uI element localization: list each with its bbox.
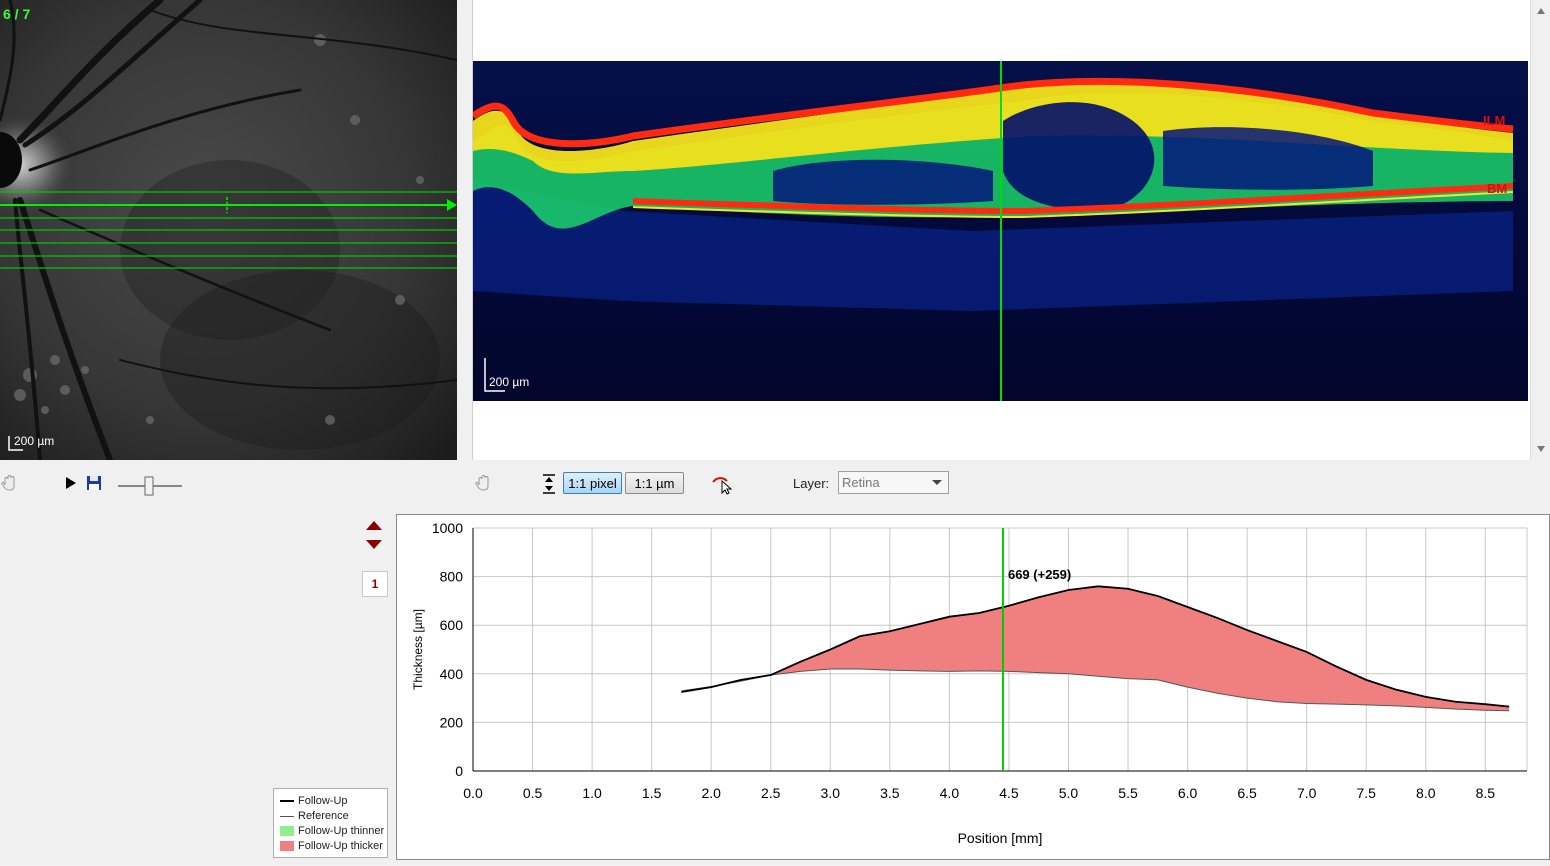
y-tick-label: 400: [440, 666, 464, 682]
x-tick-label: 4.5: [999, 785, 1019, 801]
bscan-graphic: ILM BM 200 µm: [473, 61, 1528, 401]
follow-up-line: [681, 585, 1510, 708]
page-number-button[interactable]: 1: [362, 571, 388, 597]
layer-select-value: Retina: [842, 475, 880, 490]
layer-edit-button[interactable]: [711, 473, 733, 495]
one-to-one-pixel-button[interactable]: 1:1 pixel: [563, 472, 622, 494]
slider-graphic: [118, 476, 182, 496]
chart-legend: Follow-Up Reference Follow-Up thinner Fo…: [273, 788, 388, 858]
chart-areas: [681, 586, 1510, 711]
y-tick-label: 800: [440, 569, 464, 585]
reference-line: [681, 668, 1510, 712]
chart-ticks: 0.0 0.5 1.0 1.5 2.0 2.5 3.0 3.5 4.0 4.5 5.0 5.5 6.0 6…: [432, 520, 1495, 801]
chart-lines: [681, 585, 1510, 712]
hand-icon: [1, 474, 15, 491]
fundus-graphic: [0, 0, 457, 460]
legend-label: Follow-Up thinner: [298, 825, 385, 837]
oct-bscan-image[interactable]: ILM BM 200 µm: [473, 61, 1528, 401]
thickness-chart-panel: 0.0 0.5 1.0 1.5 2.0 2.5 3.0 3.5 4.0 4.5 5.0 5.5 6.0 6…: [396, 514, 1550, 860]
chart-cursor: 669 (+259): [1001, 528, 1071, 771]
x-tick-label: 5.5: [1118, 785, 1138, 801]
hand-tool-right[interactable]: [474, 472, 494, 494]
arrow-down-icon: [366, 540, 382, 549]
x-axis-label: Position [mm]: [958, 830, 1043, 846]
thickness-chart: 0.0 0.5 1.0 1.5 2.0 2.5 3.0 3.5 4.0 4.5 5.0 5.5 6.0 6…: [411, 520, 1528, 846]
legend-swatch: [280, 815, 294, 817]
zoom-slider[interactable]: [116, 474, 184, 496]
hand-icon: [475, 474, 489, 491]
vertical-scrollbar[interactable]: [1530, 0, 1550, 460]
x-tick-label: 0.0: [463, 785, 483, 801]
x-tick-label: 6.5: [1237, 785, 1257, 801]
hand-tool-left[interactable]: [0, 472, 20, 494]
scan-counter: 6 / 7: [3, 6, 31, 22]
x-tick-label: 0.5: [523, 785, 543, 801]
y-tick-label: 200: [440, 714, 464, 730]
play-icon: [66, 477, 76, 489]
active-scan-line: [0, 197, 457, 213]
y-tick-label: 600: [440, 617, 464, 633]
x-tick-label: 2.5: [761, 785, 781, 801]
x-tick-label: 8.5: [1476, 785, 1496, 801]
layer-select[interactable]: Retina: [838, 471, 949, 494]
x-tick-label: 6.0: [1178, 785, 1198, 801]
layer-edit-icon: [712, 477, 733, 495]
x-tick-label: 5.0: [1059, 785, 1079, 801]
play-button[interactable]: [64, 476, 78, 490]
bscan-scale-label: 200 µm: [489, 375, 529, 389]
thicker-area: [681, 586, 1510, 711]
legend-swatch: [280, 800, 294, 802]
bm-label: BM: [1487, 181, 1507, 196]
x-tick-label: 8.0: [1416, 785, 1436, 801]
x-tick-label: 7.0: [1297, 785, 1317, 801]
scroll-down-icon: [1537, 446, 1545, 452]
x-tick-label: 4.0: [940, 785, 960, 801]
slider-thumb: [144, 476, 154, 496]
chevron-down-icon: [932, 480, 942, 485]
save-icon: [87, 476, 101, 490]
next-scan-button[interactable]: [365, 538, 383, 550]
legend-item-thinner: Follow-Up thinner: [280, 824, 384, 838]
legend-item-follow-up: Follow-Up: [280, 794, 348, 808]
layer-label: Layer:: [793, 476, 830, 491]
x-tick-label: 1.5: [642, 785, 662, 801]
one-to-one-micron-button[interactable]: 1:1 µm: [625, 472, 684, 494]
x-tick-label: 1.0: [582, 785, 602, 801]
x-tick-label: 3.0: [821, 785, 841, 801]
save-button[interactable]: [86, 475, 102, 491]
legend-label: Reference: [298, 810, 349, 822]
x-tick-label: 2.0: [701, 785, 721, 801]
y-tick-label: 1000: [432, 520, 463, 536]
legend-label: Follow-Up: [298, 795, 348, 807]
arrow-up-icon: [366, 521, 382, 530]
y-axis-label: Thickness [µm]: [411, 609, 425, 690]
scroll-up-icon: [1537, 8, 1545, 14]
previous-scan-button[interactable]: [365, 518, 383, 530]
ilm-label: ILM: [1483, 113, 1505, 128]
cursor-value-label: 669 (+259): [1008, 567, 1071, 582]
fit-height-button[interactable]: [540, 473, 558, 495]
legend-label: Follow-Up thicker: [298, 840, 383, 852]
legend-item-reference: Reference: [280, 809, 349, 823]
y-tick-label: 0: [455, 763, 463, 779]
fundus-scale-label: 200 µm: [14, 434, 55, 448]
fit-height-icon: [543, 474, 555, 494]
legend-swatch: [280, 826, 294, 836]
legend-swatch: [280, 841, 294, 851]
x-tick-label: 7.5: [1356, 785, 1376, 801]
legend-item-thicker: Follow-Up thicker: [280, 839, 383, 853]
x-tick-label: 3.5: [880, 785, 900, 801]
fundus-image[interactable]: 6 / 7 200 µm: [0, 0, 457, 460]
